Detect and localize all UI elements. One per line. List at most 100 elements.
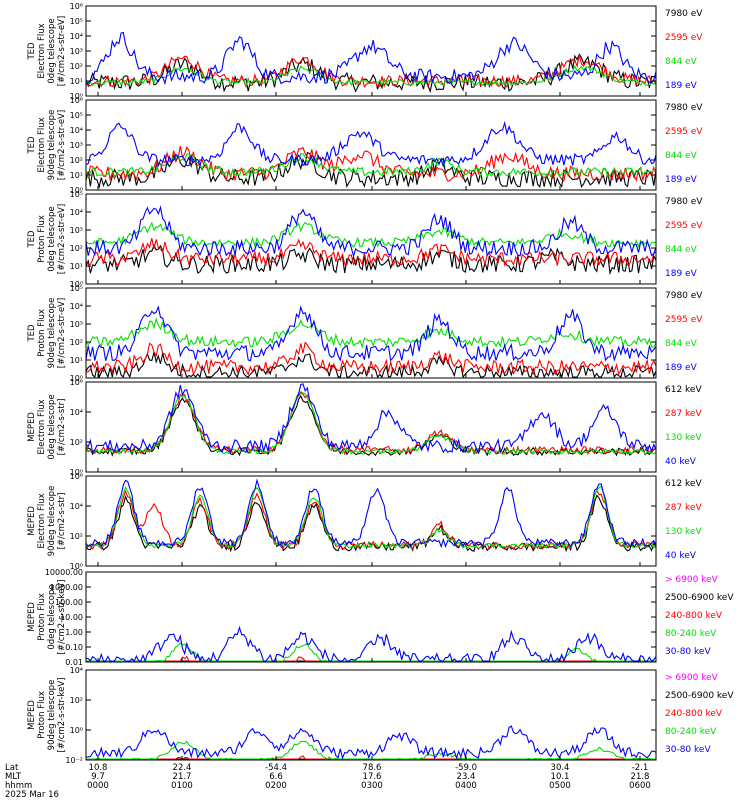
x-tick-label-hhmm: 0100 — [171, 781, 193, 791]
x-tick-label-hhmm: 0300 — [361, 781, 383, 791]
legend-entry: 7980 eV — [665, 103, 703, 113]
x-tick-label-hhmm: 0000 — [87, 781, 109, 791]
y-tick-label: 10⁰ — [70, 186, 83, 195]
y-axis-title: TED Electron Flux 90deg telescope [#/cm2-s-… — [27, 110, 67, 181]
y-axis-title: MEPED Electron Flux 90deg telescope [#/cm2-… — [27, 486, 67, 557]
y-axis-title-line: Proton Flux — [37, 593, 47, 641]
legend-entry: 2595 eV — [665, 315, 703, 325]
y-tick-label: 10⁻² — [65, 756, 83, 765]
panel-frame — [85, 669, 657, 761]
y-tick-label: 10⁴ — [70, 208, 83, 217]
legend-entry: 844 eV — [665, 245, 698, 255]
y-axis-title-line: Proton Flux — [37, 309, 47, 357]
y-tick-label: 10⁴ — [70, 666, 83, 675]
legend-entry: 30-80 keV — [665, 745, 711, 755]
series-8-5 — [85, 725, 657, 760]
series-3-4 — [85, 205, 657, 258]
x-tick-label-mlt: 9.7 — [91, 772, 105, 782]
legend-entry: 844 eV — [665, 57, 698, 67]
x-tick-label-mlt: 21.8 — [631, 772, 650, 782]
x-tick-label-hhmm: 0400 — [455, 781, 477, 791]
y-tick-label: 1.00 — [65, 628, 83, 637]
legend-entry: 287 keV — [665, 503, 702, 513]
legend-entry: 2500-6900 keV — [665, 593, 734, 603]
y-axis-title: MEPED Proton Flux 0deg telescope [#/cm2-s-s… — [27, 580, 67, 655]
x-row-label: MLT — [5, 772, 22, 782]
y-axis-title-line: [#/cm2-s-str] — [57, 493, 67, 550]
legend-entry: 2595 eV — [665, 221, 703, 231]
y-tick-label: 10³ — [70, 320, 83, 329]
legend-entry: > 6900 keV — [665, 673, 719, 683]
y-tick-label: 10¹ — [70, 356, 83, 365]
y-tick-label: 10⁴ — [70, 302, 83, 311]
x-tick-label-mlt: 6.6 — [269, 772, 283, 782]
y-tick-label: 10⁵ — [70, 284, 83, 293]
y-axis-title-line: Proton Flux — [37, 215, 47, 263]
y-tick-label: 10⁴ — [70, 32, 83, 41]
x-tick-label-hhmm: 0600 — [629, 781, 651, 791]
legend-entry: 189 eV — [665, 81, 698, 91]
legend-entry: 80-240 keV — [665, 727, 717, 737]
y-tick-label: 10³ — [70, 47, 83, 56]
legend-entry: 240-800 keV — [665, 611, 723, 621]
y-tick-label: 100.00 — [55, 598, 83, 607]
y-tick-label: 10² — [70, 156, 83, 165]
series-2-1 — [85, 151, 657, 190]
y-tick-label: 10⁵ — [70, 190, 83, 199]
y-tick-label: 10¹ — [70, 262, 83, 271]
y-axis-title-line: 90deg telescope — [47, 486, 57, 557]
y-axis-title-line: [#/cm2-s-str-eV] — [57, 110, 67, 180]
date-label: 2025 Mar 16 — [5, 790, 59, 800]
y-tick-label: 10000.00 — [45, 568, 83, 577]
y-tick-label: 0.01 — [65, 658, 83, 667]
series-5-4 — [85, 383, 657, 455]
y-axis-title-line: Electron Flux — [37, 493, 47, 548]
y-axis-title-line: TED — [27, 136, 37, 155]
y-axis-title-line: 0deg telescope — [47, 584, 57, 649]
y-tick-label: 10² — [70, 244, 83, 253]
x-row-label: hhmm — [5, 781, 32, 791]
x-tick-label-lat: -2.1 — [632, 763, 649, 773]
series-4-2 — [85, 341, 657, 376]
y-axis-title-line: [#/cm2-s-str-eV] — [57, 16, 67, 86]
series-4-3 — [85, 317, 657, 349]
y-tick-label: 10² — [70, 438, 83, 447]
x-tick-label-lat: 22.4 — [173, 763, 192, 773]
series-8-4 — [86, 740, 656, 760]
legend-entry: 30-80 keV — [665, 647, 711, 657]
y-axis-title: TED Proton Flux 0deg telescope [#/cm2-s-str… — [27, 204, 67, 274]
y-tick-label: 10¹ — [70, 77, 83, 86]
legend-entry: 7980 eV — [665, 9, 703, 19]
y-tick-label: 10⁵ — [70, 17, 83, 26]
y-tick-label: 10² — [70, 338, 83, 347]
y-axis-title-line: MEPED — [27, 506, 37, 536]
x-tick-label-hhmm: 0200 — [265, 781, 287, 791]
x-tick-label-hhmm: 0500 — [549, 781, 571, 791]
legend-entry: 240-800 keV — [665, 709, 723, 719]
y-tick-label: 10⁶ — [70, 472, 83, 481]
legend-entry: 2595 eV — [665, 127, 703, 137]
y-tick-label: 10⁰ — [70, 726, 83, 735]
y-tick-label: 10⁶ — [70, 2, 83, 11]
y-axis-title: MEPED Electron Flux 0deg telescope [#/cm2-s… — [27, 394, 67, 459]
y-tick-label: 10⁰ — [70, 468, 83, 477]
series-3-1 — [85, 243, 657, 276]
x-tick-label-lat: 78.6 — [363, 763, 382, 773]
series-5-3 — [85, 391, 657, 456]
y-tick-label: 10⁶ — [70, 96, 83, 105]
legend-entry: 2500-6900 keV — [665, 691, 734, 701]
y-axis-title-line: [#/cm2-s-str-eV] — [57, 298, 67, 368]
x-tick-label-mlt: 10.1 — [551, 772, 570, 782]
y-axis-title-line: [#/cm2-s-str-keV] — [57, 678, 67, 753]
legend-entry: 189 eV — [665, 175, 698, 185]
series-2-4 — [85, 120, 657, 168]
series-4-1 — [85, 352, 657, 379]
y-tick-label: 10⁰ — [70, 280, 83, 289]
legend-entry: 189 eV — [665, 363, 698, 373]
series-3-3 — [85, 221, 657, 249]
y-tick-label: 10⁰ — [70, 374, 83, 383]
y-tick-label: 10² — [70, 62, 83, 71]
